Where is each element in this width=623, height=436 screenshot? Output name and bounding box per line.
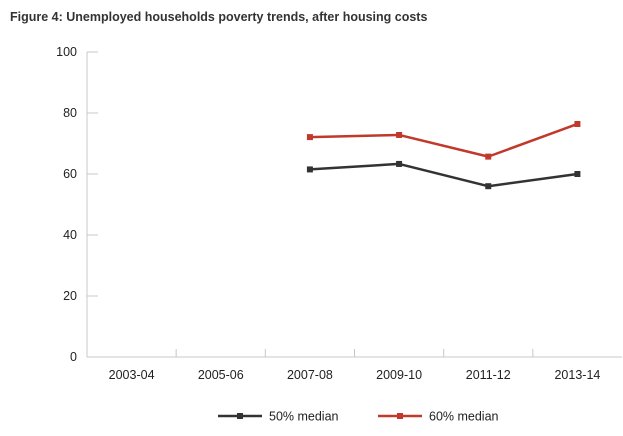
- y-tick-label: 20: [63, 289, 77, 303]
- axes: [86, 52, 622, 358]
- legend-swatch-marker: [397, 413, 403, 419]
- y-tick-label: 0: [70, 350, 77, 364]
- chart-title: Figure 4: Unemployed households poverty …: [10, 10, 428, 24]
- x-tick-label: 2003-04: [109, 368, 155, 382]
- data-point: [574, 120, 581, 127]
- series-first: [306, 160, 581, 190]
- y-tick-label: 100: [56, 45, 77, 59]
- data-point: [396, 131, 403, 138]
- legend-label: 60% median: [429, 410, 499, 424]
- x-tick-label: 2013-14: [554, 368, 600, 382]
- legend-swatch-marker: [237, 413, 243, 419]
- data-point: [306, 134, 313, 141]
- data-point: [485, 183, 492, 190]
- y-axis-ticks: 0 20 40 60 80 100: [56, 45, 98, 364]
- data-point: [396, 160, 403, 167]
- legend-label: 50% median: [269, 410, 339, 424]
- y-tick-label: 40: [63, 228, 77, 242]
- series-line: [309, 162, 578, 188]
- legend-item: 60% median: [378, 410, 499, 424]
- y-tick-label: 60: [63, 167, 77, 181]
- data-point: [574, 171, 581, 177]
- x-axis-ticks: 2003-04 2005-06 2007-08 2009-10 2011-12 2013-…: [109, 349, 600, 382]
- y-tick-label: 80: [63, 106, 77, 120]
- series: [306, 120, 581, 190]
- x-tick-label: 2011-12: [466, 368, 511, 382]
- x-tick-label: 2007-08: [287, 368, 333, 382]
- x-tick-label: 2005-06: [198, 368, 244, 382]
- data-point: [306, 166, 313, 173]
- x-tick-label: 2009-10: [376, 368, 422, 382]
- series-line: [309, 122, 578, 158]
- series-second: [306, 120, 581, 160]
- legend: 50% median 60% median: [218, 410, 499, 424]
- legend-item: 50% median: [218, 410, 339, 424]
- data-point: [485, 153, 492, 160]
